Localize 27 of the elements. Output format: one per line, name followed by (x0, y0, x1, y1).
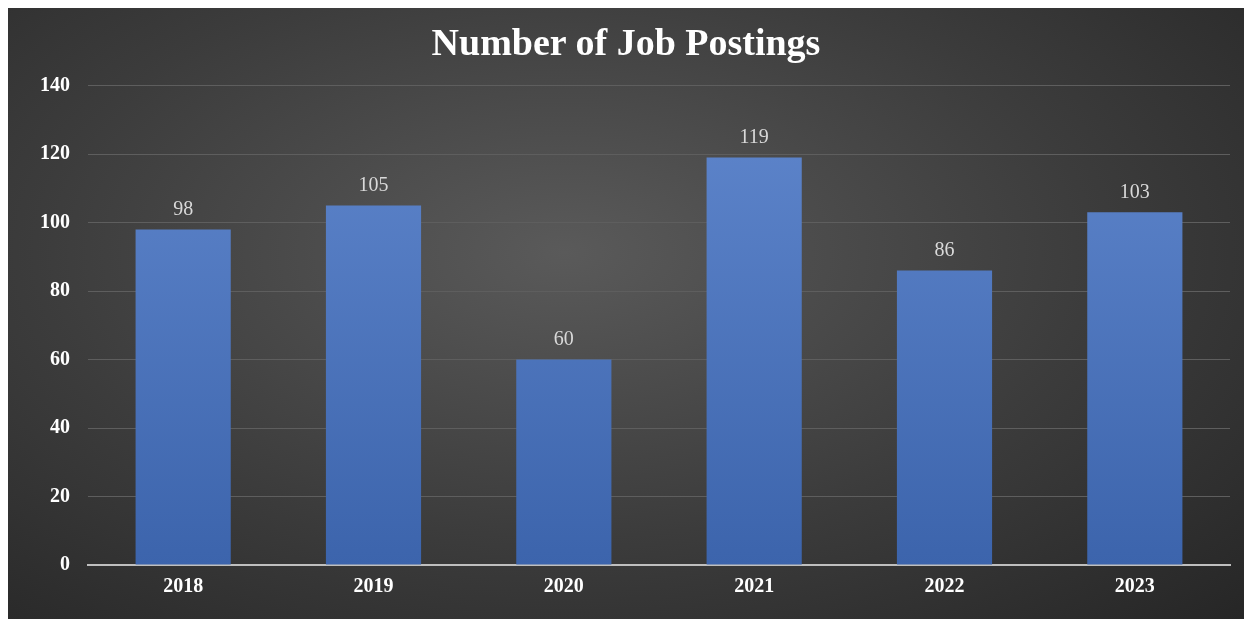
bar (135, 229, 231, 565)
y-tick-label: 120 (40, 141, 70, 164)
y-tick-label: 60 (50, 346, 70, 369)
y-tick-label: 80 (50, 278, 70, 301)
data-label: 98 (173, 196, 194, 219)
bar (1087, 212, 1183, 565)
data-label: 119 (739, 124, 769, 147)
x-tick-label: 2023 (1114, 574, 1155, 597)
x-tick-label: 2020 (543, 574, 584, 597)
bar (896, 270, 993, 565)
data-label: 60 (553, 326, 574, 349)
y-tick-label: 100 (40, 209, 70, 232)
bar (325, 205, 422, 565)
data-label: 86 (934, 237, 955, 260)
x-tick-label: 2019 (353, 574, 394, 597)
y-tick-label: 40 (50, 415, 70, 438)
data-label: 105 (358, 172, 389, 195)
x-tick-label: 2021 (734, 574, 775, 597)
chart-title: Number of Job Postings (431, 20, 821, 63)
x-tick-label: 2022 (924, 574, 965, 597)
data-label: 103 (1119, 179, 1150, 202)
y-tick-label: 140 (40, 72, 70, 95)
bar (706, 157, 802, 565)
x-tick-label: 2018 (163, 574, 204, 597)
bar (516, 359, 612, 565)
y-tick-label: 20 (50, 483, 70, 506)
y-tick-label: 0 (60, 552, 70, 575)
